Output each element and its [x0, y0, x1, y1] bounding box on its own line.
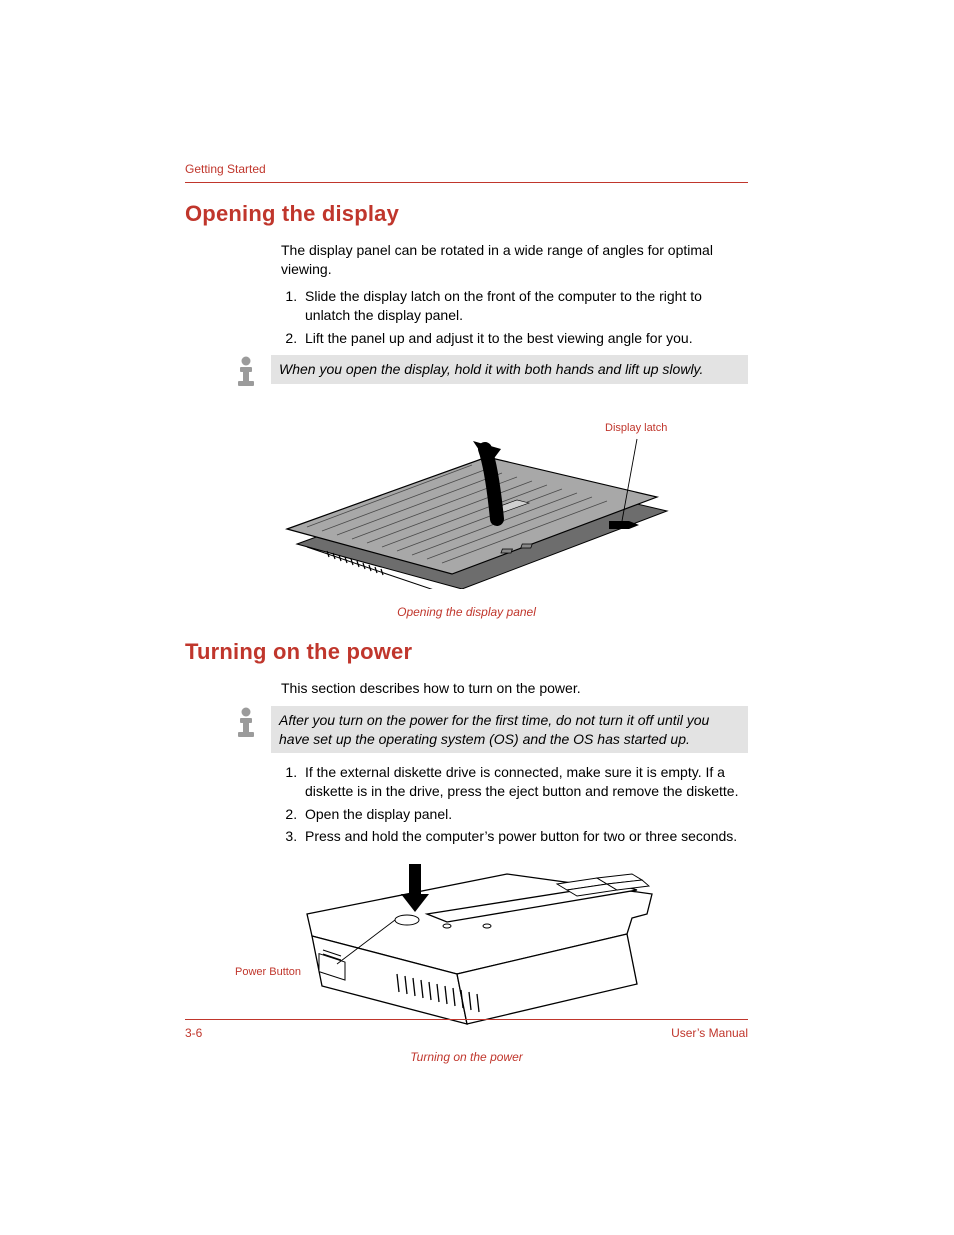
list-item: If the external diskette drive is connec…	[301, 763, 748, 801]
list-item: Open the display panel.	[301, 805, 748, 824]
list-item: Slide the display latch on the front of …	[301, 287, 748, 325]
section-title-turning-on-power: Turning on the power	[185, 639, 748, 665]
note-box: When you open the display, hold it with …	[271, 355, 748, 383]
figure-caption-1: Opening the display panel	[185, 605, 748, 619]
list-item: Lift the panel up and adjust it to the b…	[301, 329, 748, 348]
page-footer: 3-6 User’s Manual	[185, 1019, 748, 1040]
intro-text: The display panel can be rotated in a wi…	[281, 241, 748, 279]
callout-power-button: Power Button	[235, 966, 301, 978]
steps-list-1: Slide the display latch on the front of …	[281, 287, 748, 348]
steps-list-2: If the external diskette drive is connec…	[281, 763, 748, 847]
callout-display-latch: Display latch	[605, 422, 667, 434]
list-item: Press and hold the computer’s power butt…	[301, 827, 748, 846]
info-icon	[221, 706, 271, 740]
breadcrumb: Getting Started	[185, 162, 266, 176]
figure-caption-2: Turning on the power	[185, 1050, 748, 1064]
doc-title: User’s Manual	[671, 1026, 748, 1040]
page-header: Getting Started	[185, 160, 748, 183]
page-number: 3-6	[185, 1026, 202, 1040]
section-title-opening-display: Opening the display	[185, 201, 748, 227]
note-box-2: After you turn on the power for the firs…	[271, 706, 748, 752]
intro-text-2: This section describes how to turn on th…	[281, 679, 748, 698]
figure-turning-on-power: Power Button	[185, 854, 748, 1044]
info-icon	[221, 355, 271, 389]
figure-opening-display: Display latch	[185, 399, 748, 599]
